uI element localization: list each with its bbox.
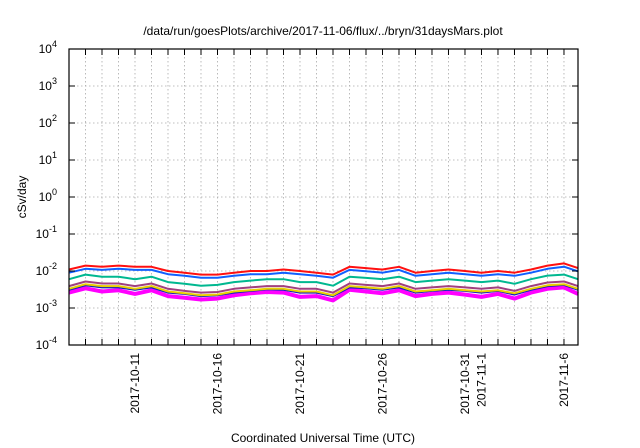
x-tick-label: 2017-11-6	[557, 353, 571, 407]
x-tick-label: 2017-10-11	[128, 353, 142, 414]
x-axis: 2017-10-11 2017-10-16 2017-10-21 2017-10-26…	[84, 49, 571, 415]
x-axis-label: Coordinated Universal Time (UTC)	[231, 431, 415, 445]
x-tick-label: 2017-11-1	[474, 353, 488, 407]
chart-title: /data/run/goesPlots/archive/2017-11-06/f…	[143, 24, 503, 38]
x-tick-label: 2017-10-26	[375, 353, 389, 415]
y-axis-label: cSv/day	[15, 176, 29, 219]
series-line-red	[68, 262, 579, 276]
series-line-yellow	[68, 283, 579, 297]
y-tick-label: 10-4	[36, 335, 57, 352]
series-lines	[68, 262, 579, 303]
series-line-purple	[68, 280, 579, 294]
y-tick-label: 101	[39, 150, 57, 167]
y-tick-label: 103	[39, 76, 57, 93]
y-tick-label: 102	[39, 113, 57, 130]
series-line-teal	[68, 273, 579, 287]
y-tick-label: 100	[39, 187, 57, 204]
series-line-blue	[68, 265, 579, 279]
y-tick-label: 10-2	[36, 261, 57, 278]
series-line-magenta	[68, 285, 579, 303]
y-axis: 104 103 102 101 100 10-1 10-2 10-3 10-4	[36, 39, 578, 352]
y-tick-label: 104	[39, 39, 57, 56]
x-tick-label: 2017-10-31	[458, 353, 472, 415]
y-tick-label: 10-1	[36, 224, 57, 241]
x-tick-label: 2017-10-16	[210, 353, 224, 415]
grid	[69, 49, 578, 345]
x-tick-label: 2017-10-21	[293, 353, 307, 415]
y-tick-label: 10-3	[36, 298, 57, 315]
